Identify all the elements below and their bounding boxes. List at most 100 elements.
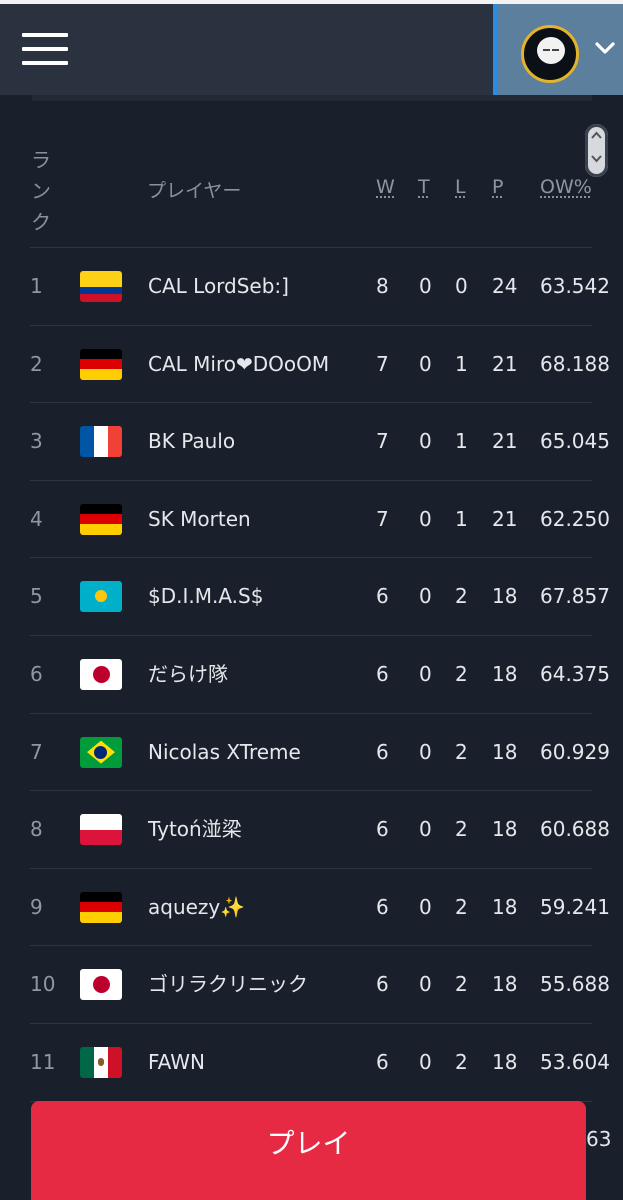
- table-row[interactable]: 6 だらけ隊 6 0 2 18 64.375: [30, 635, 610, 713]
- table-row[interactable]: 11 FAWN 6 0 2 18 53.604: [30, 1023, 610, 1101]
- ow-percent-cell: 55.688: [540, 972, 610, 997]
- ties-cell: 0: [419, 894, 432, 919]
- ties-cell: 0: [419, 584, 432, 609]
- table-row[interactable]: 4 SK Morten 7 0 1 21 62.250: [30, 479, 610, 558]
- losses-cell: 2: [455, 817, 468, 842]
- table-row[interactable]: 1 CAL LordSeb:] 8 0 0 24 63.542: [30, 247, 610, 325]
- status-bar: [0, 0, 623, 4]
- player-name[interactable]: CAL LordSeb:]: [148, 274, 289, 298]
- losses-cell: 2: [455, 972, 468, 997]
- player-name[interactable]: SK Morten: [148, 506, 251, 531]
- flag-cell: [80, 1047, 122, 1078]
- flag-germany-icon: [80, 503, 122, 535]
- play-button[interactable]: プレイ: [31, 1101, 586, 1200]
- rank-cell: 6: [30, 662, 43, 686]
- table-row[interactable]: 3 BK Paulo 7 0 1 21 65.045: [30, 402, 610, 480]
- flag-kazakhstan-icon: [80, 581, 122, 613]
- ow-percent-cell: 65.045: [540, 429, 610, 454]
- ow-percent-cell: 60.929: [540, 739, 610, 764]
- losses-cell: 2: [455, 739, 468, 764]
- panel-top-divider: [32, 95, 592, 101]
- ow-percent-cell: 59.241: [540, 894, 610, 919]
- player-name[interactable]: aquezy✨: [148, 894, 246, 919]
- points-cell: 24: [492, 274, 518, 298]
- losses-cell: 1: [455, 351, 468, 376]
- column-header-ow-percent[interactable]: OW%: [540, 176, 592, 198]
- rank-cell: 11: [30, 1050, 56, 1074]
- table-row[interactable]: 9 aquezy✨ 6 0 2 18 59.241: [30, 867, 610, 946]
- ties-cell: 0: [419, 739, 432, 764]
- flag-cell: [80, 348, 122, 380]
- rank-cell: 5: [30, 584, 43, 609]
- losses-cell: 2: [455, 1050, 468, 1074]
- rank-cell: 3: [30, 429, 43, 454]
- table-row[interactable]: 8 Tytoń湴梁 6 0 2 18 60.688: [30, 790, 610, 868]
- chevron-down-icon[interactable]: [593, 38, 617, 58]
- wins-cell: 6: [376, 817, 389, 842]
- flag-cell: [80, 426, 122, 458]
- flag-cell: [80, 736, 122, 768]
- column-header-rank: ランク: [31, 148, 51, 234]
- rank-cell: 7: [30, 739, 43, 764]
- user-menu-button[interactable]: [493, 4, 623, 95]
- player-name[interactable]: Tytoń湴梁: [148, 817, 242, 842]
- player-name[interactable]: $D.I.M.A.S$: [148, 584, 264, 609]
- ow-percent-cell: 60.688: [540, 817, 610, 842]
- flag-germany-icon: [80, 891, 122, 923]
- column-header-losses[interactable]: L: [455, 176, 466, 198]
- column-header-points[interactable]: P: [492, 176, 504, 198]
- losses-cell: 1: [455, 506, 468, 531]
- flag-cell: [80, 581, 122, 613]
- flag-japan-icon: [80, 969, 122, 1001]
- hamburger-menu-icon[interactable]: [22, 33, 68, 65]
- ow-percent-cell: 64.375: [540, 662, 610, 686]
- rank-cell: 2: [30, 351, 43, 376]
- losses-cell: 2: [455, 894, 468, 919]
- losses-cell: 1: [455, 429, 468, 454]
- rank-cell: 1: [30, 274, 43, 298]
- player-name[interactable]: CAL Miro❤DOoOM: [148, 351, 330, 376]
- points-cell: 18: [492, 584, 518, 609]
- points-cell: 18: [492, 662, 518, 686]
- wins-cell: 7: [376, 351, 389, 376]
- ow-percent-cell: 53.604: [540, 1050, 610, 1074]
- points-cell: 18: [492, 739, 518, 764]
- column-header-ties[interactable]: T: [418, 176, 430, 198]
- ghost-avatar-icon[interactable]: [521, 25, 579, 83]
- wins-cell: 8: [376, 274, 389, 298]
- flag-cell: [80, 814, 122, 846]
- wins-cell: 7: [376, 429, 389, 454]
- table-row[interactable]: 10 ゴリラクリニック 6 0 2 18 55.688: [30, 945, 610, 1023]
- player-name[interactable]: BK Paulo: [148, 429, 236, 454]
- ties-cell: 0: [419, 662, 432, 686]
- ow-percent-cell: 62.250: [540, 506, 610, 531]
- flag-cell: [80, 659, 122, 690]
- table-row[interactable]: 5 $D.I.M.A.S$ 6 0 2 18 67.857: [30, 557, 610, 635]
- ties-cell: 0: [419, 351, 432, 376]
- app-header: [0, 0, 623, 95]
- wins-cell: 6: [376, 662, 389, 686]
- player-name[interactable]: Nicolas XTreme: [148, 739, 301, 764]
- flag-france-icon: [80, 426, 122, 458]
- player-name[interactable]: だらけ隊: [148, 662, 228, 686]
- table-row[interactable]: 7 Nicolas XTreme 6 0 2 18 60.929: [30, 712, 610, 791]
- wins-cell: 6: [376, 739, 389, 764]
- ow-percent-cell: 63.542: [540, 274, 610, 298]
- column-header-player: プレイヤー: [147, 180, 242, 202]
- flag-cell: [80, 891, 122, 923]
- flag-mexico-icon: [80, 1047, 122, 1078]
- wins-cell: 6: [376, 1050, 389, 1074]
- losses-cell: 0: [455, 274, 468, 298]
- ow-percent-cell: 67.857: [540, 584, 610, 609]
- table-row[interactable]: 2 CAL Miro❤DOoOM 7 0 1 21 68.188: [30, 324, 610, 403]
- scroll-arrows-icon[interactable]: [585, 124, 608, 177]
- flag-cell: [80, 969, 122, 1001]
- flag-cell: [80, 271, 122, 302]
- column-header-wins[interactable]: W: [376, 176, 395, 198]
- flag-colombia-icon: [80, 271, 122, 302]
- ties-cell: 0: [419, 1050, 432, 1074]
- rank-cell: 9: [30, 894, 43, 919]
- player-name[interactable]: FAWN: [148, 1050, 205, 1074]
- player-name[interactable]: ゴリラクリニック: [148, 972, 308, 997]
- flag-germany-icon: [80, 348, 122, 380]
